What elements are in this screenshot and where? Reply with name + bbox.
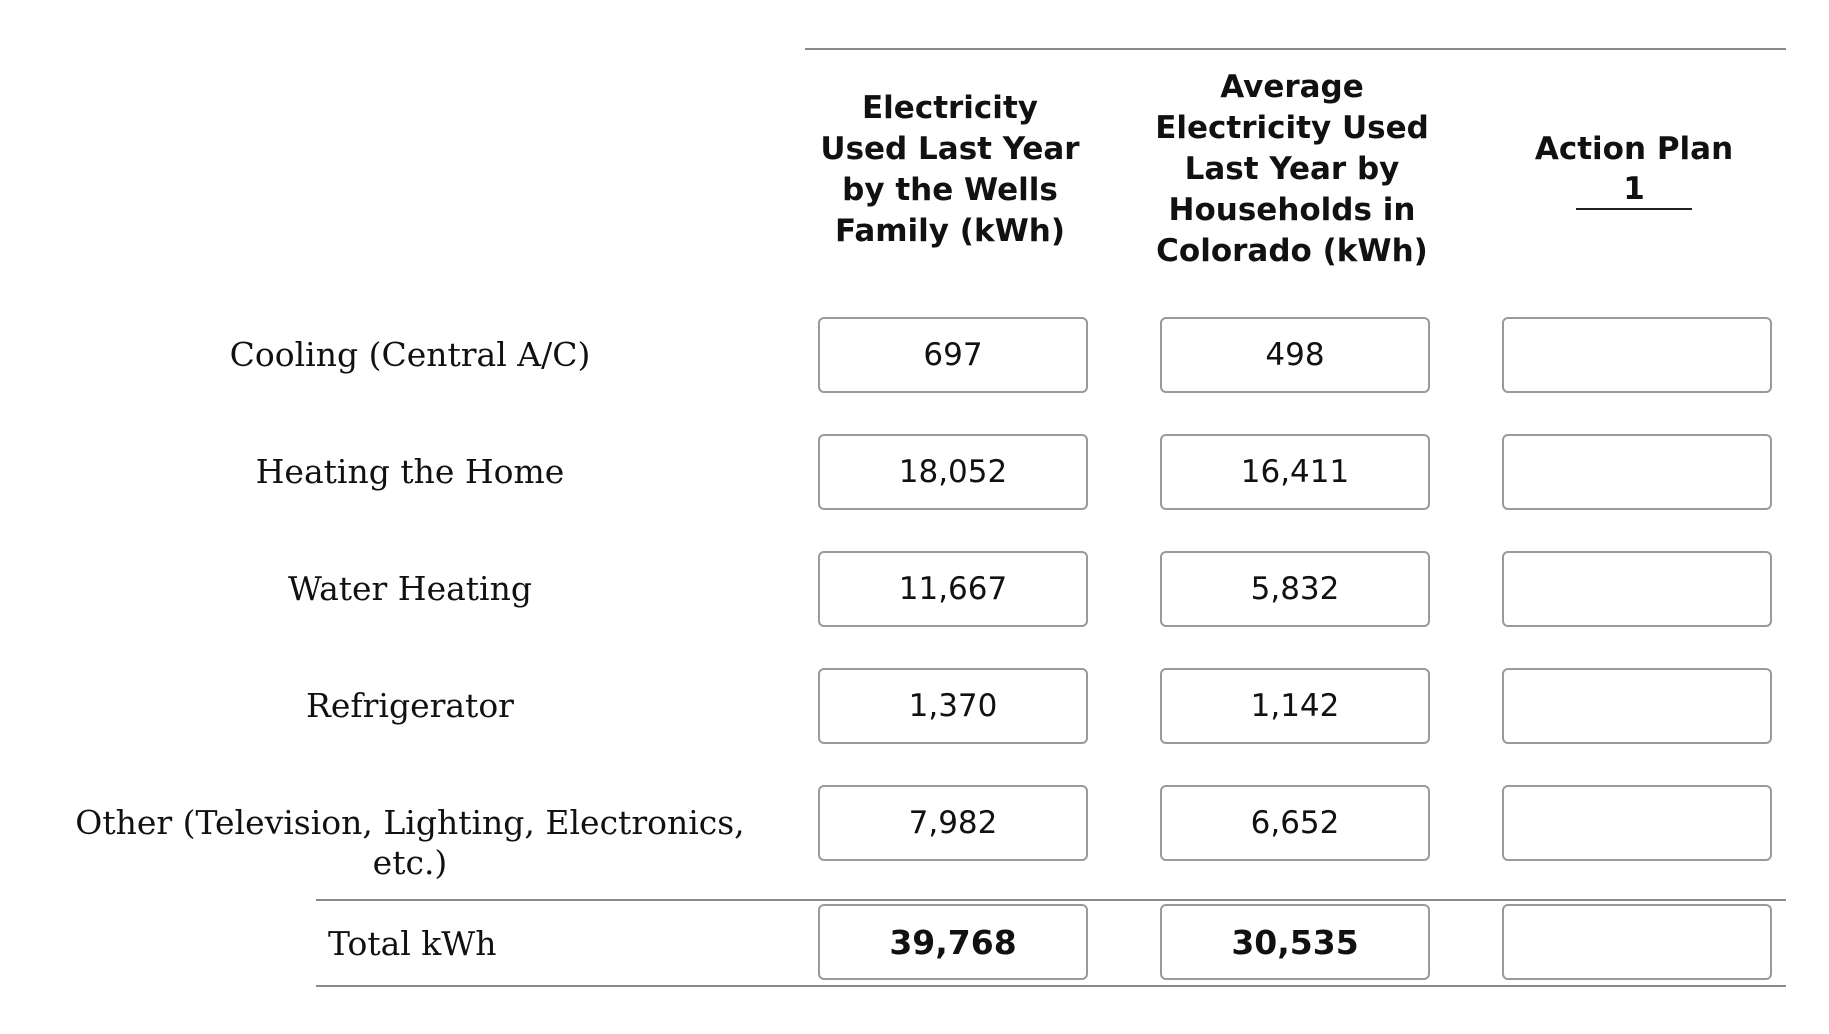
family-cell-other: 7,982 <box>818 785 1088 861</box>
plan-input-other[interactable] <box>1502 785 1772 861</box>
header-top-rule <box>805 48 1786 50</box>
family-header-line: by the Wells <box>842 171 1058 208</box>
average-cell-water-heating: 5,832 <box>1160 551 1430 627</box>
family-header-line: Used Last Year <box>820 130 1080 167</box>
row-label-other: Other (Television, Lighting, Electronics… <box>75 803 745 882</box>
total-top-rule <box>316 899 1786 901</box>
average-header-line: Colorado (kWh) <box>1156 233 1428 269</box>
row-label-cooling: Cooling (Central A/C) <box>229 335 591 374</box>
average-header-line: Last Year by <box>1184 151 1400 187</box>
row-label-heating-home: Heating the Home <box>255 452 565 491</box>
average-total-cell: 30,535 <box>1160 904 1430 980</box>
row-label-refrigerator: Refrigerator <box>306 686 514 725</box>
column-header-action-plan: Action Plan 1 <box>1484 62 1784 277</box>
average-header-line: Electricity Used <box>1155 110 1429 146</box>
action-plan-label: Action Plan <box>1534 131 1734 167</box>
column-header-family: Electricity Used Last Year by the Wells … <box>800 62 1100 277</box>
plan-input-refrigerator[interactable] <box>1502 668 1772 744</box>
average-header-line: Households in <box>1168 192 1416 228</box>
family-header-line: Family (kWh) <box>834 212 1066 249</box>
plan-input-water-heating[interactable] <box>1502 551 1772 627</box>
average-cell-other: 6,652 <box>1160 785 1430 861</box>
average-cell-cooling: 498 <box>1160 317 1430 393</box>
family-total-cell: 39,768 <box>818 904 1088 980</box>
family-cell-heating-home: 18,052 <box>818 434 1088 510</box>
action-plan-number: 1 <box>1576 170 1692 210</box>
average-cell-refrigerator: 1,142 <box>1160 668 1430 744</box>
plan-input-total[interactable] <box>1502 904 1772 980</box>
plan-input-heating-home[interactable] <box>1502 434 1772 510</box>
total-bottom-rule <box>316 985 1786 987</box>
row-label-water-heating: Water Heating <box>288 569 532 608</box>
family-cell-refrigerator: 1,370 <box>818 668 1088 744</box>
total-label: Total kWh <box>328 924 497 963</box>
family-cell-cooling: 697 <box>818 317 1088 393</box>
average-cell-heating-home: 16,411 <box>1160 434 1430 510</box>
plan-input-cooling[interactable] <box>1502 317 1772 393</box>
column-header-average: Average Electricity Used Last Year by Ho… <box>1142 62 1442 277</box>
family-header-line: Electricity <box>862 89 1038 126</box>
family-cell-water-heating: 11,667 <box>818 551 1088 627</box>
average-header-line: Average <box>1220 69 1364 105</box>
